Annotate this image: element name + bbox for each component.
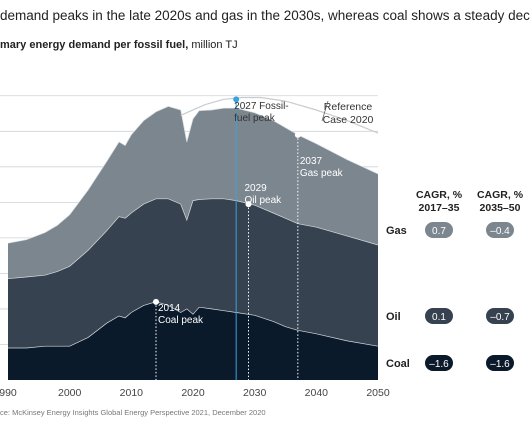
cagr-pill [425, 308, 453, 324]
source-note: ce: McKinsey Energy Insights Global Ener… [0, 408, 266, 417]
cagr-header: 2035–50 [480, 202, 521, 214]
cagr-pill [486, 222, 514, 238]
subtitle-unit: million TJ [191, 39, 238, 51]
x-tick-label: 2050 [366, 387, 390, 399]
cagr-pill [486, 355, 514, 371]
reference-case-label-line2: Case 2020 [323, 114, 374, 126]
chart-subtitle: mary energy demand per fossil fuel, mill… [0, 37, 400, 53]
cagr-row-label: Coal [386, 358, 410, 370]
cagr-value: –0.7 [490, 312, 510, 323]
annotation-marker [233, 96, 240, 103]
cagr-value: –1.6 [429, 359, 449, 370]
area-edge-oil [7, 198, 379, 280]
area-edge-gas [7, 106, 379, 244]
annotation-label: fuel peak [234, 113, 276, 124]
annotation-marker [153, 298, 159, 305]
cagr-pill [486, 308, 514, 324]
cagr-header: 2017–35 [419, 202, 460, 214]
cagr-row-label: Gas [386, 225, 407, 237]
x-tick-label: 2040 [305, 387, 329, 399]
cagr-pill [425, 222, 453, 238]
reference-case-line [180, 96, 379, 134]
cagr-pill [425, 355, 453, 371]
x-tick-label: 2000 [58, 387, 82, 399]
annotation-label: Coal peak [158, 315, 204, 326]
x-tick-label: 2010 [120, 387, 144, 399]
headline: demand peaks in the late 2020s and gas i… [0, 8, 530, 23]
area-coal [8, 301, 378, 380]
cagr-value: –0.4 [490, 226, 510, 237]
cagr-header: CAGR, % [416, 189, 463, 201]
cagr-value: 0.7 [432, 226, 446, 237]
annotation-label: Gas peak [300, 168, 344, 179]
x-tick-label: 2020 [181, 387, 205, 399]
reference-case-leader [321, 100, 329, 122]
reference-case-label-line1: Reference [324, 101, 373, 113]
cagr-value: 0.1 [432, 312, 446, 323]
x-tick-label: 990 [0, 387, 17, 399]
annotation-marker [294, 131, 301, 138]
annotation-label: 2037 [300, 156, 323, 167]
annotation-label: 2027 Fossil- [234, 101, 288, 112]
cagr-header: CAGR, % [477, 189, 524, 201]
annotation-label: Oil peak [245, 195, 283, 206]
annotation-marker [245, 201, 252, 208]
area-edge-coal [8, 301, 379, 349]
x-tick-label: 2030 [243, 387, 267, 399]
annotation-label: 2029 [245, 183, 268, 194]
cagr-value: –1.6 [490, 359, 510, 370]
subtitle-bold: mary energy demand per fossil fuel, [0, 39, 189, 51]
annotation-label: 2014 [158, 303, 181, 314]
cagr-row-label: Oil [386, 311, 401, 323]
